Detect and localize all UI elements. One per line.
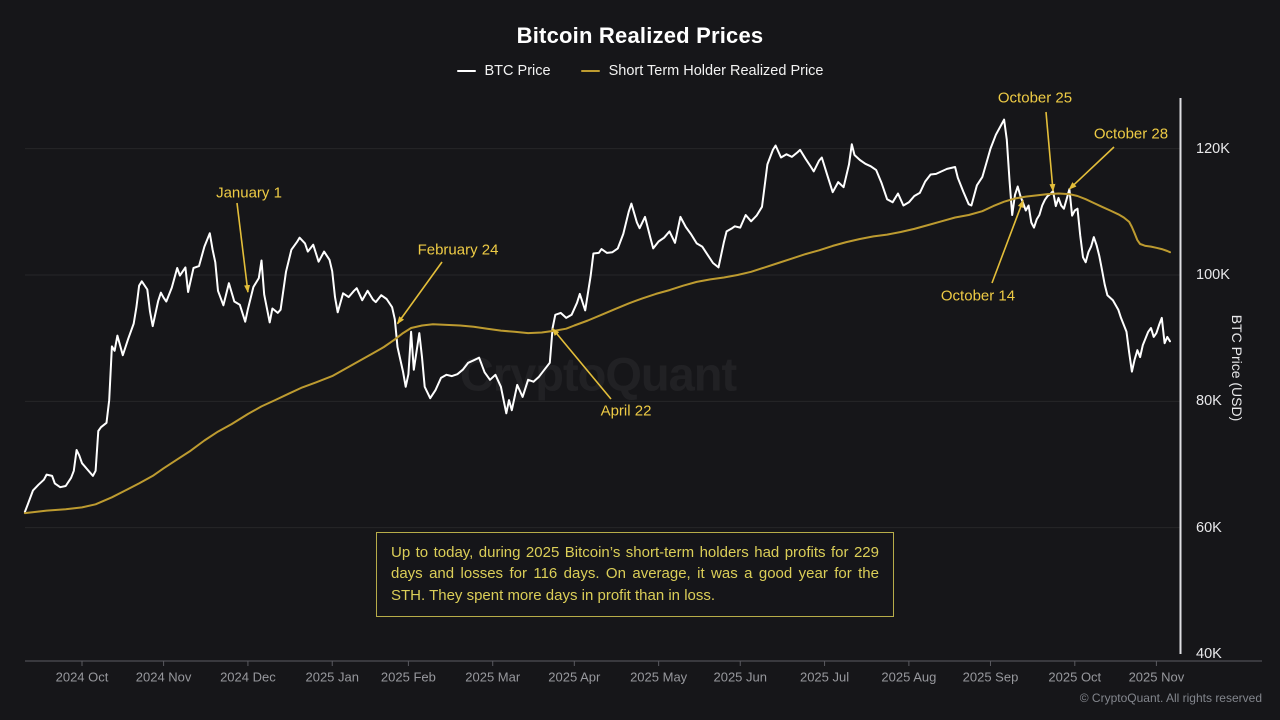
annotation-label-october-28: October 28 [1093,125,1169,143]
x-tick-label-2025-nov: 2025 Nov [1128,669,1185,685]
x-tick-label-2025-aug: 2025 Aug [881,669,937,685]
annotation-arrow-january-1 [236,202,251,294]
annotation-arrow-october-25 [1045,111,1056,192]
sth-realized-price-line [23,192,1171,515]
x-tick-label-2024-oct: 2024 Oct [55,669,109,685]
annotation-label-october-14: October 14 [940,287,1016,305]
y-tick-label-40k: 40K [1196,646,1222,662]
legend-label-btc: BTC Price [484,63,551,79]
btc-line-swatch-icon [456,69,476,73]
legend-label-sth: Short Term Holder Realized Price [608,63,824,79]
annotation-label-february-24: February 24 [417,241,499,259]
y-tick-label-100k: 100K [1196,266,1230,283]
x-tick-label-2025-jan: 2025 Jan [305,669,359,685]
annotation-label-october-25: October 25 [997,89,1073,107]
annotation-arrow-october-28 [1068,146,1115,190]
y-tick-label-80k: 80K [1196,393,1222,410]
x-tick-label-2025-feb: 2025 Feb [380,669,436,685]
sth-line-swatch-icon [580,69,600,73]
legend-item-sth-realized-price: Short Term Holder Realized Price [580,63,824,79]
copyright-credit: © CryptoQuant. All rights reserved [1079,691,1262,705]
y-axis-title: BTC Price (USD) [1229,314,1245,422]
x-tick-label-2025-jul: 2025 Jul [799,669,850,685]
x-tick-label-2025-mar: 2025 Mar [465,669,521,685]
y-tick-label-120k: 120K [1196,140,1230,157]
x-tick-label-2025-oct: 2025 Oct [1048,669,1102,685]
btc-price-line [23,118,1171,513]
analyst-note-box: Up to today, during 2025 Bitcoin’s short… [376,532,894,617]
legend: BTC Price Short Term Holder Realized Pri… [0,63,1280,79]
annotation-arrow-october-14 [991,199,1024,284]
annotation-label-january-1: January 1 [216,184,282,202]
x-tick-label-2025-may: 2025 May [630,669,688,685]
analyst-note-text: Up to today, during 2025 Bitcoin’s short… [391,544,879,604]
legend-item-btc-price: BTC Price [456,63,551,79]
y-tick-label-60k: 60K [1196,519,1222,536]
annotation-arrow-april-22 [551,327,612,400]
x-tick-label-2024-nov: 2024 Nov [135,669,192,685]
chart-title: Bitcoin Realized Prices [516,23,764,48]
x-tick-label-2025-apr: 2025 Apr [548,669,601,685]
x-tick-label-2025-sep: 2025 Sep [962,669,1019,685]
annotation-label-april-22: April 22 [600,402,652,420]
x-tick-label-2025-jun: 2025 Jun [713,669,767,685]
annotation-arrow-february-24 [396,261,443,325]
x-tick-label-2024-dec: 2024 Dec [220,669,276,685]
